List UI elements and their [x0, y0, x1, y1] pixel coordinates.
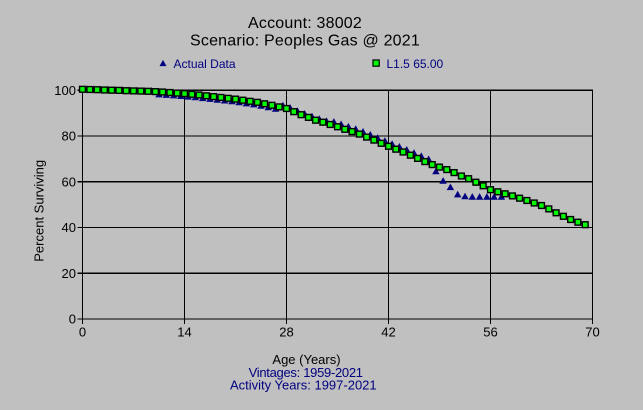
svg-text:40: 40 — [62, 220, 76, 235]
svg-text:28: 28 — [279, 325, 293, 340]
svg-text:70: 70 — [585, 325, 599, 340]
svg-text:Age (Years): Age (Years) — [272, 352, 340, 367]
svg-text:42: 42 — [381, 325, 395, 340]
svg-text:100: 100 — [54, 83, 76, 98]
svg-text:Percent Surviving: Percent Surviving — [32, 160, 47, 262]
svg-text:60: 60 — [62, 174, 76, 189]
svg-text:Scenario: Peoples Gas @ 2021: Scenario: Peoples Gas @ 2021 — [190, 33, 420, 50]
svg-text:Account: 38002: Account: 38002 — [248, 15, 362, 32]
svg-text:14: 14 — [177, 325, 191, 340]
svg-text:Actual Data: Actual Data — [174, 57, 236, 71]
svg-text:0: 0 — [79, 325, 86, 340]
svg-text:Activity Years: 1997-2021: Activity Years: 1997-2021 — [230, 378, 377, 393]
svg-text:0: 0 — [69, 312, 76, 327]
svg-text:Vintages: 1959-2021: Vintages: 1959-2021 — [249, 365, 363, 380]
svg-text:56: 56 — [483, 325, 497, 340]
svg-text:L1.5 65.00: L1.5 65.00 — [387, 57, 444, 71]
svg-text:80: 80 — [62, 129, 76, 144]
svg-text:20: 20 — [62, 266, 76, 281]
